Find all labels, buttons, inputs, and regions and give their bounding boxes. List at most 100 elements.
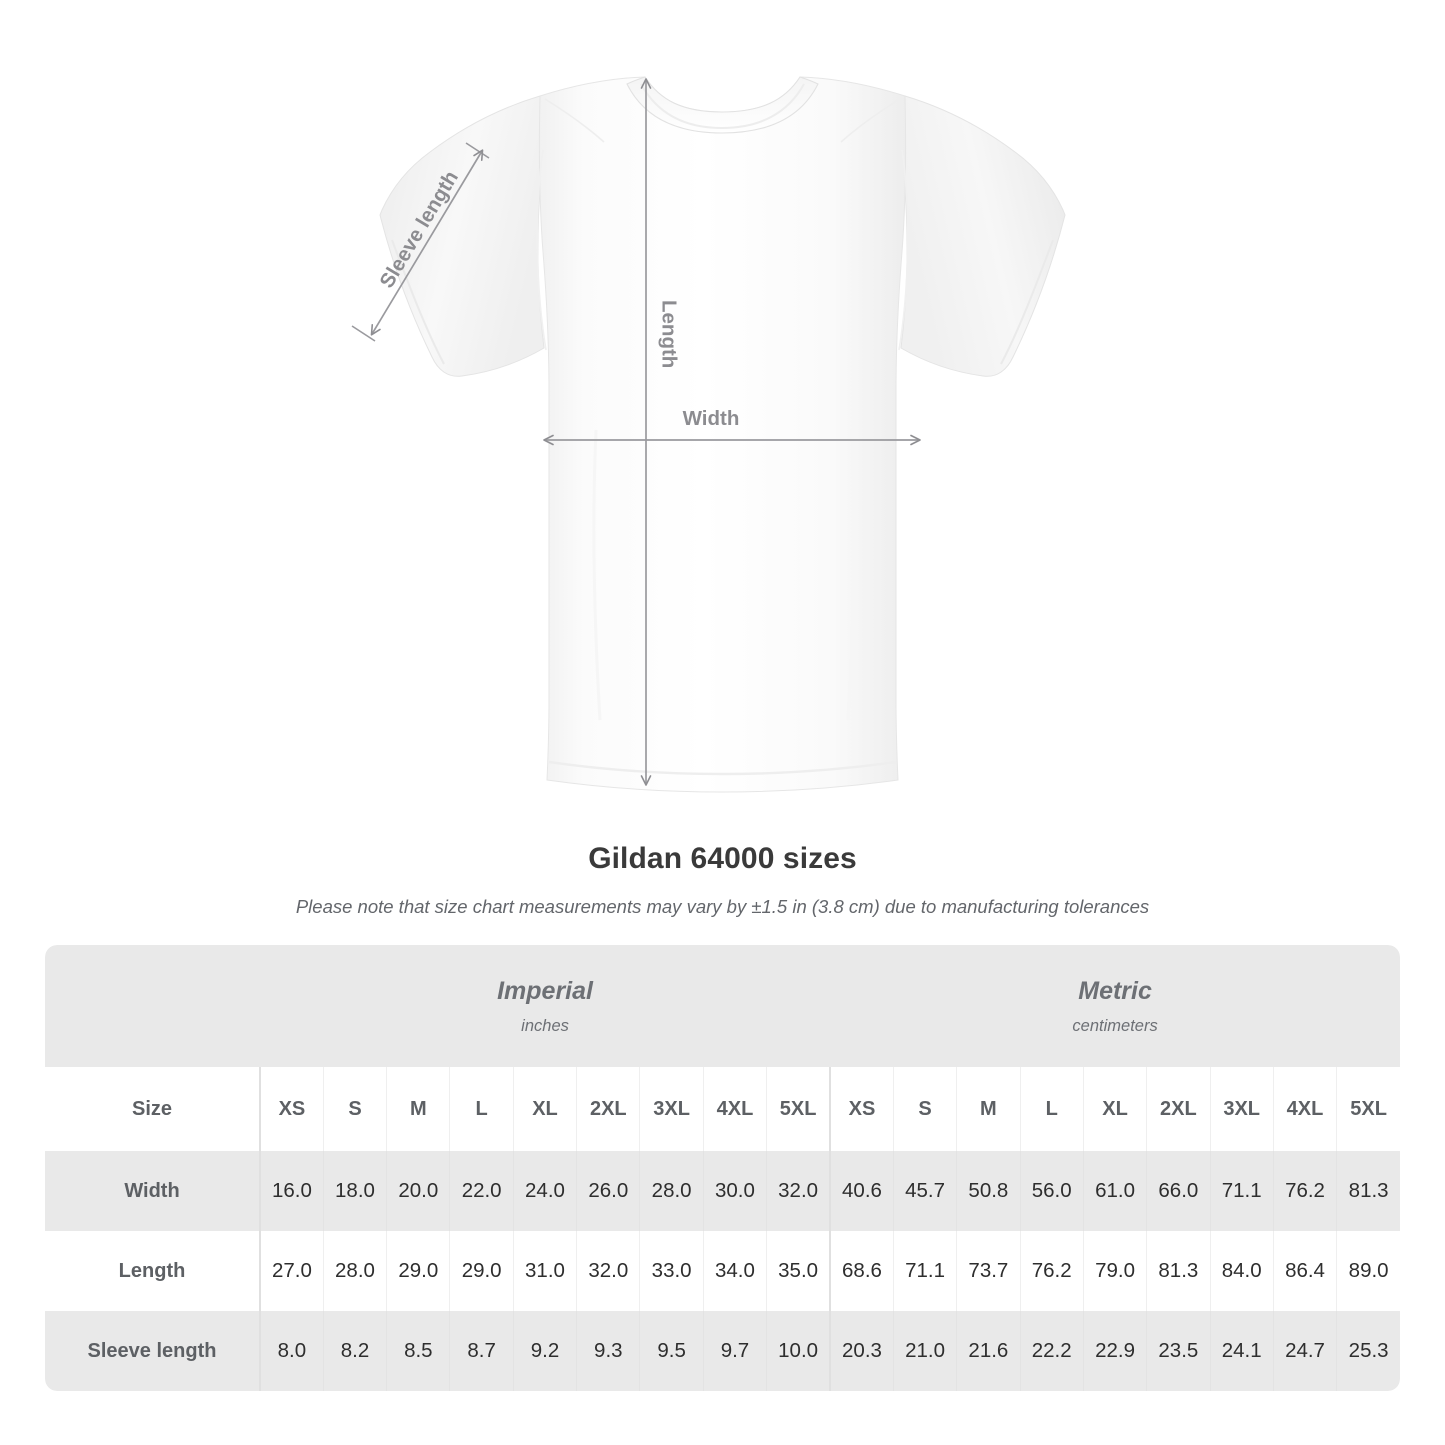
left-armhole-seam	[536, 149, 547, 351]
width-label: Width	[683, 407, 740, 430]
measurement-cell: 71.1	[892, 1231, 957, 1311]
size-header-cell: M	[386, 1067, 450, 1151]
size-chart-table: Imperial inches Metric centimeters Size XS S M L…	[45, 945, 1401, 1391]
tshirt-illustration: Length Width Sleeve length	[351, 76, 1066, 793]
measurement-cell: 40.6	[829, 1151, 894, 1231]
measurement-cell: 35.0	[766, 1231, 831, 1311]
measurement-cell: 23.5	[1146, 1311, 1211, 1391]
measurement-cell: 61.0	[1082, 1151, 1147, 1231]
measurement-cell: 10.0	[766, 1311, 831, 1391]
size-header-cell: XS	[829, 1067, 894, 1151]
unit-group-imperial: Imperial inches	[260, 945, 831, 1067]
measurement-cell: 79.0	[1082, 1231, 1147, 1311]
size-header-cell: 5XL	[766, 1067, 831, 1151]
measurement-cell: 9.3	[576, 1311, 640, 1391]
measurement-row-label: Length	[45, 1231, 260, 1311]
measurement-cell: 9.2	[512, 1311, 577, 1391]
measurement-cell: 28.0	[322, 1231, 387, 1311]
length-annotation: Length	[640, 78, 681, 786]
measurement-cell: 20.3	[829, 1311, 894, 1391]
size-header-label: Size	[45, 1067, 260, 1151]
size-chart-table-body: Imperial inches Metric centimeters Size XS S M L…	[45, 945, 1401, 1391]
size-header-cell: 5XL	[1336, 1067, 1401, 1151]
size-header-cell: 2XL	[576, 1067, 640, 1151]
table-row: Sleeve length 8.0 8.2 8.5 8.7 9.2 9.3 9.5 9.7 10.…	[45, 1311, 1401, 1391]
measurement-cell: 9.7	[702, 1311, 767, 1391]
measurement-cell: 71.1	[1209, 1151, 1274, 1231]
size-header-cell: L	[449, 1067, 514, 1151]
size-header-cell: XL	[512, 1067, 577, 1151]
measurement-cell: 76.2	[1019, 1231, 1084, 1311]
unit-group-name: Imperial	[497, 976, 593, 1005]
measurement-cell: 76.2	[1272, 1151, 1337, 1231]
garment-shape	[379, 76, 1066, 793]
measurement-cell: 28.0	[639, 1151, 704, 1231]
unit-group-header-row: Imperial inches Metric centimeters	[45, 945, 1401, 1067]
unit-group-name: Metric	[1078, 976, 1152, 1005]
right-sleeve-hem	[1000, 239, 1054, 365]
measurement-cell: 9.5	[639, 1311, 704, 1391]
collar-inner-edge	[640, 83, 805, 130]
measurement-tolerance-note: Please note that size chart measurements…	[295, 896, 1150, 917]
measurement-cell: 21.6	[956, 1311, 1021, 1391]
measurement-cell: 73.7	[956, 1231, 1021, 1311]
measurement-cell: 21.0	[892, 1311, 957, 1391]
size-header-cell: 3XL	[639, 1067, 704, 1151]
unit-group-unit: centimeters	[1072, 1016, 1158, 1035]
left-shoulder-seam	[544, 98, 605, 143]
length-label: Length	[658, 300, 681, 368]
measurement-cell: 24.1	[1209, 1311, 1274, 1391]
fabric-fold-2	[846, 429, 856, 721]
sleeve-arrow-line	[370, 149, 484, 336]
measurement-cell: 26.0	[576, 1151, 640, 1231]
measurement-cell: 8.7	[449, 1311, 514, 1391]
table-row: Width 16.0 18.0 20.0 22.0 24.0 26.0 28.0 30.0 32.…	[45, 1151, 1401, 1231]
measurement-cell: 56.0	[1019, 1151, 1084, 1231]
measurement-cell: 45.7	[892, 1151, 957, 1231]
measurement-cell: 33.0	[639, 1231, 704, 1311]
measurement-cell: 24.7	[1272, 1311, 1337, 1391]
measurement-row-label: Width	[45, 1151, 260, 1231]
measurement-cell: 68.6	[829, 1231, 894, 1311]
measurement-cell: 8.5	[386, 1311, 450, 1391]
measurement-cell: 50.8	[956, 1151, 1021, 1231]
size-header-cell: 4XL	[702, 1067, 767, 1151]
unit-group-metric: Metric centimeters	[830, 945, 1401, 1067]
measurement-cell: 22.9	[1082, 1311, 1147, 1391]
unit-group-unit: inches	[521, 1016, 569, 1035]
sleeve-tick-bottom	[351, 325, 376, 342]
size-header-row: Size XS S M L XL 2XL 3XL 4XL 5XL XS S M L XL 2XL 3XL 4XL 5…	[45, 1067, 1401, 1151]
unit-row-spacer	[45, 945, 260, 1067]
measurement-cell: 89.0	[1336, 1231, 1401, 1311]
measurement-cell: 31.0	[512, 1231, 577, 1311]
measurement-cell: 24.0	[512, 1151, 577, 1231]
size-header-cell: XL	[1082, 1067, 1147, 1151]
measurement-cell: 16.0	[258, 1151, 324, 1231]
measurement-cell: 66.0	[1146, 1151, 1211, 1231]
right-sleeve	[900, 95, 1066, 377]
size-header-cell: L	[1019, 1067, 1084, 1151]
measurement-cell: 30.0	[702, 1151, 767, 1231]
measurement-cell: 20.0	[386, 1151, 450, 1231]
table-row: Length 27.0 28.0 29.0 29.0 31.0 32.0 33.0 34.0 35…	[45, 1231, 1401, 1311]
measurement-cell: 81.3	[1336, 1151, 1401, 1231]
measurement-cell: 22.2	[1019, 1311, 1084, 1391]
bottom-hem	[548, 760, 897, 776]
size-chart-table-wrapper: Imperial inches Metric centimeters Size XS S M L…	[45, 945, 1401, 1391]
measurement-row-label: Sleeve length	[45, 1311, 260, 1391]
measurement-cell: 34.0	[702, 1231, 767, 1311]
measurement-cell: 8.0	[258, 1311, 324, 1391]
measurement-cell: 84.0	[1209, 1231, 1274, 1311]
measurement-cell: 29.0	[449, 1231, 514, 1311]
measurement-cell: 29.0	[386, 1231, 450, 1311]
right-shoulder-seam	[840, 98, 901, 143]
right-armhole-seam	[898, 149, 909, 351]
fabric-fold-1	[592, 429, 602, 721]
measurement-cell: 32.0	[576, 1231, 640, 1311]
measurement-cell: 22.0	[449, 1151, 514, 1231]
page-title: Gildan 64000 sizes	[588, 842, 857, 875]
measurement-cell: 18.0	[322, 1151, 387, 1231]
measurement-cell: 8.2	[322, 1311, 387, 1391]
size-header-cell: S	[892, 1067, 957, 1151]
measurement-cell: 32.0	[766, 1151, 831, 1231]
